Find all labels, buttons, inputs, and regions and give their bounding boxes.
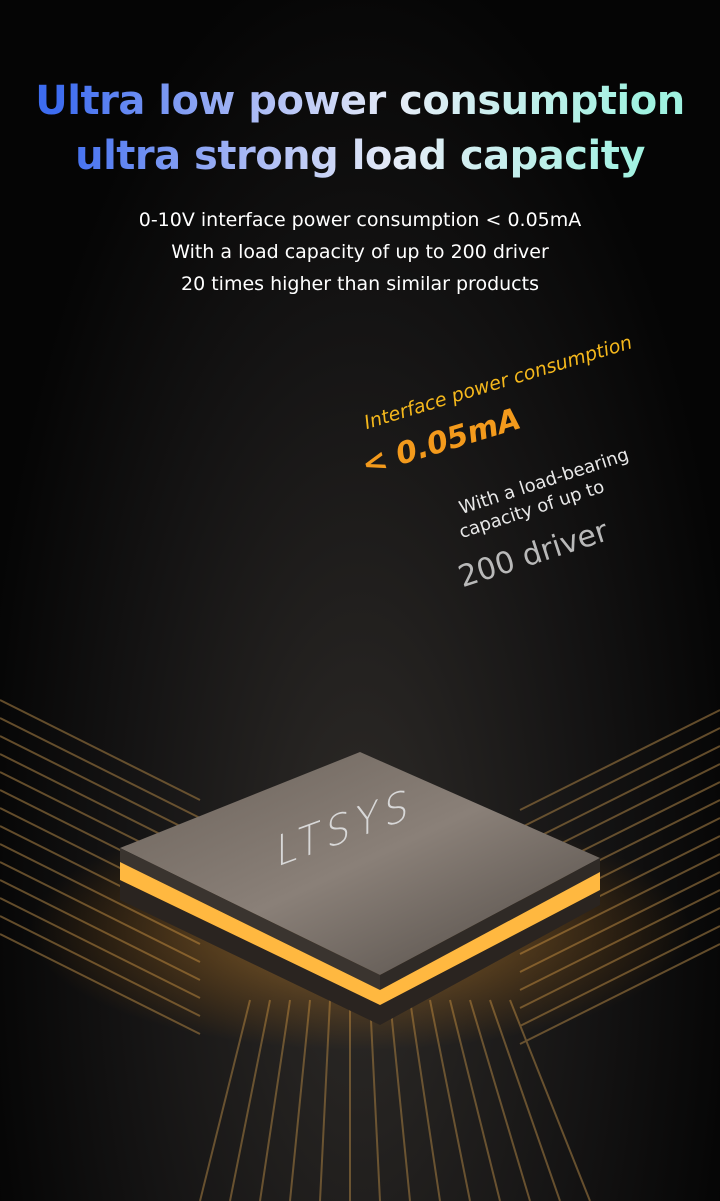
chip-side-left: [120, 848, 380, 990]
subtext-line-1: 0-10V interface power consumption < 0.05…: [138, 209, 582, 231]
headline-line-1: Ultra low power consumption: [0, 78, 720, 124]
circuit-trace: [519, 727, 720, 829]
circuit-trace: [519, 709, 720, 811]
circuit-trace: [0, 717, 201, 819]
chip-side-right: [380, 858, 600, 990]
circuit-trace: [0, 735, 201, 837]
chip-top: [120, 752, 600, 975]
chip-base: [120, 880, 600, 1025]
headline-line-2: ultra strong load capacity: [0, 133, 720, 179]
circuit-trace: [0, 699, 201, 801]
subtext-line-2: With a load capacity of up to 200 driver: [171, 241, 549, 263]
subtext-line-3: 20 times higher than similar products: [181, 273, 539, 295]
